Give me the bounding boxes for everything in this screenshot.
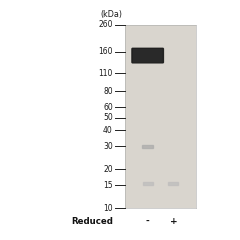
Text: 160: 160 — [98, 48, 113, 56]
Text: Reduced: Reduced — [71, 217, 113, 226]
Text: 80: 80 — [103, 87, 113, 96]
Text: 50: 50 — [103, 113, 113, 122]
FancyBboxPatch shape — [132, 48, 163, 63]
Text: 40: 40 — [103, 126, 113, 135]
Text: (kDa): (kDa) — [100, 10, 122, 18]
Text: 10: 10 — [103, 204, 113, 213]
Bar — [125, 24, 196, 208]
Text: 30: 30 — [103, 142, 113, 151]
Text: -: - — [146, 217, 150, 226]
Text: 260: 260 — [98, 20, 113, 29]
Text: 60: 60 — [103, 103, 113, 112]
Bar — [143, 182, 153, 185]
Text: 20: 20 — [103, 165, 113, 174]
Bar — [168, 182, 179, 185]
Text: +: + — [170, 217, 177, 226]
Text: 15: 15 — [103, 181, 113, 190]
Text: 110: 110 — [98, 69, 113, 78]
Bar — [142, 145, 153, 148]
